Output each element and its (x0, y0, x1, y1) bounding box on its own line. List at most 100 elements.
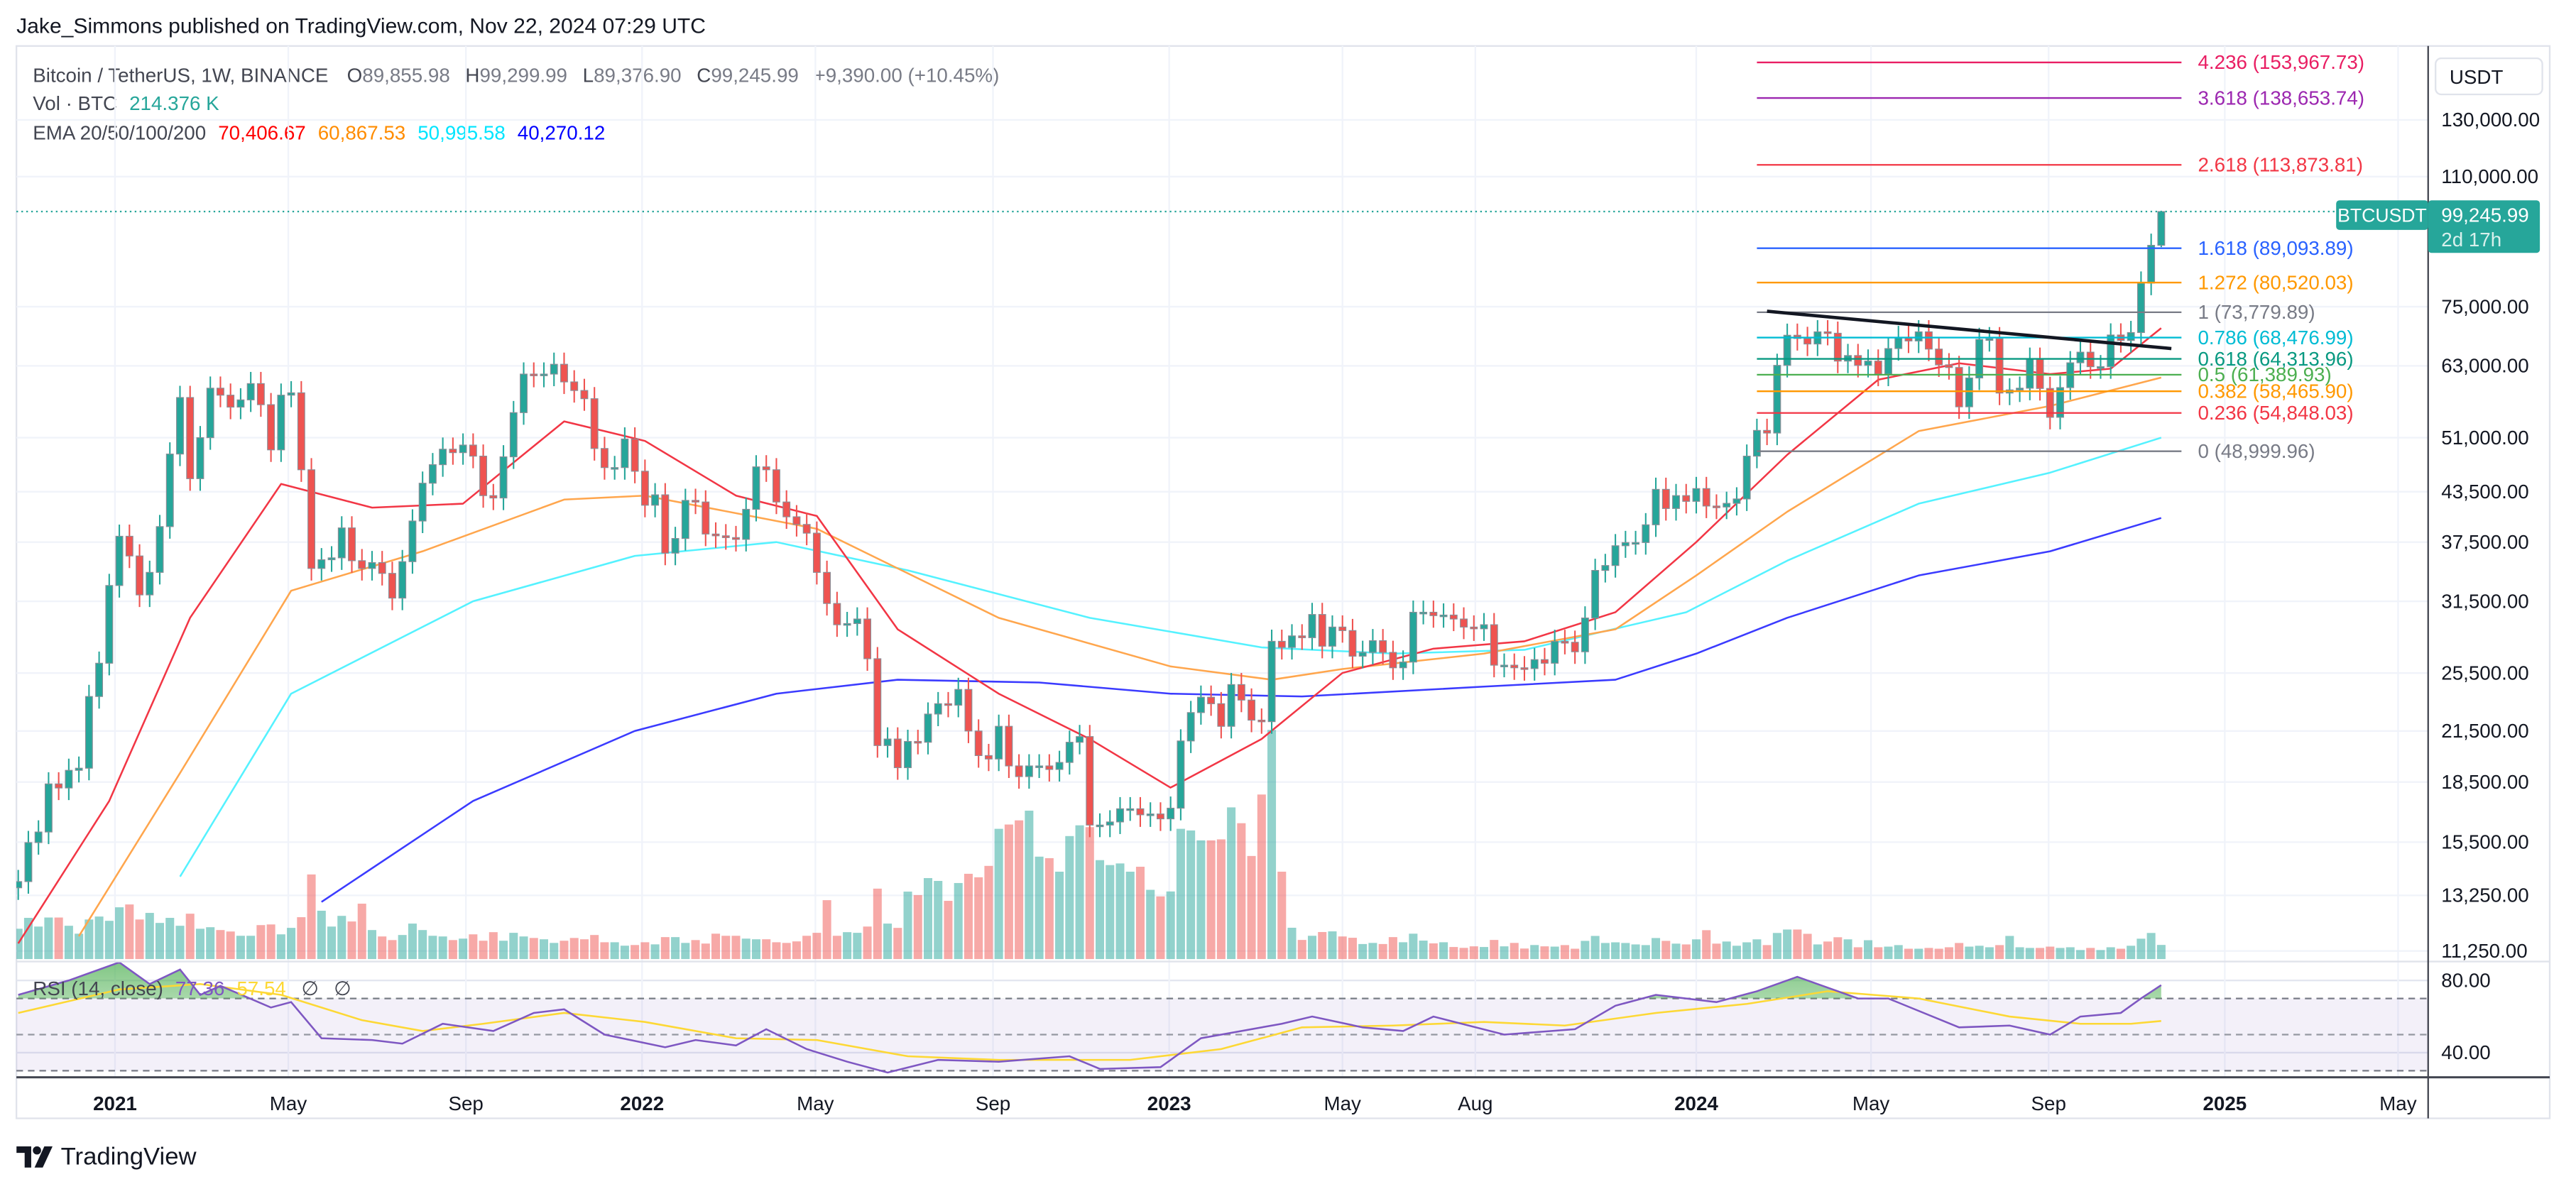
candle-body[interactable] (1914, 331, 1923, 341)
candle-body[interactable] (1177, 740, 1185, 809)
candle-body[interactable] (1328, 626, 1336, 647)
candle-body[interactable] (702, 501, 710, 535)
candle-body[interactable] (1308, 614, 1316, 638)
candle-body[interactable] (509, 412, 518, 458)
candle-body[interactable] (2127, 332, 2135, 341)
candle-body[interactable] (792, 516, 801, 525)
candle-body[interactable] (863, 618, 872, 659)
candle-body[interactable] (1460, 618, 1468, 628)
candle-body[interactable] (24, 842, 33, 882)
candle-body[interactable] (1035, 765, 1044, 768)
candle-body[interactable] (1551, 641, 1559, 664)
candle-body[interactable] (408, 520, 417, 562)
candle-body[interactable] (590, 398, 599, 449)
candle-body[interactable] (1136, 808, 1145, 816)
candle-body[interactable] (893, 738, 902, 769)
candle-body[interactable] (449, 449, 457, 454)
candle-body[interactable] (65, 769, 73, 789)
candle-body[interactable] (246, 383, 255, 400)
candle-body[interactable] (176, 397, 184, 455)
candle-body[interactable] (1298, 635, 1306, 638)
candle-body[interactable] (1894, 336, 1903, 349)
candle-body[interactable] (186, 397, 195, 479)
candle-body[interactable] (1379, 640, 1387, 653)
candle-body[interactable] (1742, 456, 1751, 500)
candle-body[interactable] (1490, 624, 1498, 666)
time-tick-label[interactable]: 2024 (1674, 1092, 1718, 1114)
footer-logo[interactable]: TradingView (16, 1143, 197, 1171)
candle-body[interactable] (1237, 684, 1245, 701)
candle-body[interactable] (580, 390, 589, 400)
candle-body[interactable] (904, 740, 912, 769)
candle-body[interactable] (1642, 524, 1650, 543)
candle-body[interactable] (227, 395, 235, 408)
candle-body[interactable] (2076, 351, 2085, 363)
candle-body[interactable] (611, 467, 619, 470)
candle-body[interactable] (1106, 821, 1114, 826)
candle-body[interactable] (1874, 361, 1882, 375)
candle-body[interactable] (459, 444, 467, 454)
time-tick-label[interactable]: 2023 (1147, 1092, 1191, 1114)
ema-legend[interactable]: EMA 20/50/100/200 70,406.67 60,867.53 50… (33, 121, 605, 144)
candle-body[interactable] (762, 466, 770, 471)
candle-body[interactable] (732, 537, 740, 540)
currency-button[interactable]: USDT (2435, 57, 2543, 96)
candle-body[interactable] (954, 689, 963, 706)
fib-extension[interactable]: 4.236 (153,967.73) 3.618 (138,653.74) 2.61… (16, 51, 2364, 462)
candle-body[interactable] (1763, 429, 1772, 434)
candle-body[interactable] (1884, 348, 1892, 375)
trendline[interactable] (1767, 309, 2172, 351)
candle-body[interactable] (540, 373, 548, 376)
candle-body[interactable] (55, 783, 63, 789)
candle-body[interactable] (1146, 813, 1155, 816)
candle-body[interactable] (327, 557, 336, 561)
candle-body[interactable] (1581, 618, 1589, 652)
candle-body[interactable] (398, 561, 407, 599)
candle-body[interactable] (853, 618, 861, 625)
time-tick-label[interactable]: May (1324, 1092, 1361, 1114)
candle-body[interactable] (165, 454, 174, 527)
candle-body[interactable] (1429, 611, 1438, 616)
candle-body[interactable] (1661, 488, 1670, 509)
time-tick-label[interactable]: 2022 (620, 1092, 664, 1114)
candle-body[interactable] (1126, 808, 1135, 811)
candle-body[interactable] (661, 494, 670, 554)
candle-body[interactable] (1167, 807, 1175, 820)
candle-body[interactable] (1217, 703, 1226, 727)
time-tick-label[interactable]: Sep (976, 1092, 1010, 1114)
candle-body[interactable] (1348, 630, 1357, 657)
time-tick-label[interactable]: May (2379, 1092, 2417, 1114)
candle-body[interactable] (1965, 377, 1973, 407)
candle-body[interactable] (489, 495, 498, 499)
candle-body[interactable] (1015, 765, 1023, 777)
candle-body[interactable] (1864, 361, 1872, 366)
candle-body[interactable] (256, 383, 265, 405)
candle-body[interactable] (1591, 569, 1600, 619)
candle-body[interactable] (1005, 725, 1013, 767)
volume-label[interactable]: Vol · BTC (33, 92, 118, 115)
candle-body[interactable] (136, 555, 143, 596)
candle-body[interactable] (1389, 652, 1397, 669)
candle-body[interactable] (1045, 765, 1054, 770)
candle-body[interactable] (1783, 334, 1791, 366)
candle-body[interactable] (1672, 495, 1680, 509)
candle-body[interactable] (773, 469, 780, 503)
candle-body[interactable] (418, 483, 427, 522)
candle-body[interactable] (692, 500, 699, 503)
candle-body[interactable] (1571, 642, 1579, 652)
candle-body[interactable] (1116, 808, 1124, 823)
candle-body[interactable] (1520, 667, 1529, 670)
candle-body[interactable] (125, 535, 133, 557)
time-tick-label[interactable]: Sep (2031, 1092, 2066, 1114)
candle-body[interactable] (1621, 542, 1630, 547)
candle-body[interactable] (711, 533, 720, 537)
candle-body[interactable] (15, 881, 23, 889)
candle-body[interactable] (1732, 498, 1741, 504)
candle-body[interactable] (843, 623, 851, 626)
rsi-label[interactable]: RSI (14, close) (33, 977, 163, 1000)
candle-body[interactable] (681, 500, 689, 539)
candle-body[interactable] (1248, 699, 1256, 721)
candle-body[interactable] (216, 388, 224, 396)
candle-body[interactable] (1601, 565, 1610, 571)
candle-body[interactable] (428, 464, 437, 484)
